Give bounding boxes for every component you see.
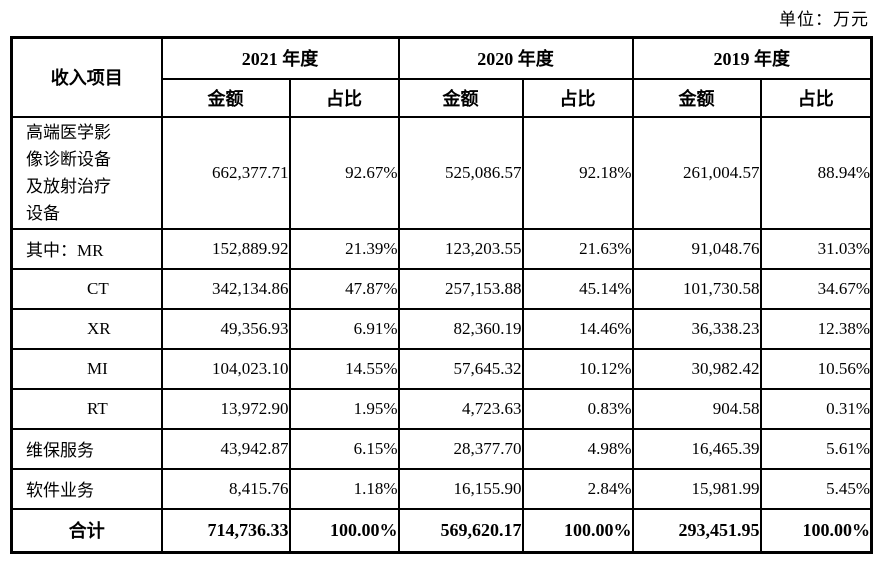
- share-cell: 1.18%: [288, 467, 400, 510]
- share-cell: 0.31%: [759, 387, 873, 430]
- amount-cell: 101,730.58: [631, 267, 762, 310]
- share-cell: 21.63%: [521, 227, 634, 270]
- share-cell: 47.87%: [288, 267, 400, 310]
- share-cell: 88.94%: [759, 115, 873, 230]
- amount-cell: 82,360.19: [397, 307, 524, 350]
- amount-cell: 4,723.63: [397, 387, 524, 430]
- share-cell: 34.67%: [759, 267, 873, 310]
- amount-cell: 104,023.10: [160, 347, 291, 390]
- year-header-2021: 2021 年度: [160, 36, 400, 80]
- unit-label: 单位：万元: [779, 10, 869, 29]
- share-cell: 10.56%: [759, 347, 873, 390]
- share-cell: 14.55%: [288, 347, 400, 390]
- year-header-2020: 2020 年度: [397, 36, 634, 80]
- row-label-text: 高端医学影像诊断设备及放射治疗设备: [26, 122, 111, 223]
- year-header-2019: 2019 年度: [631, 36, 873, 80]
- amount-cell: 49,356.93: [160, 307, 291, 350]
- table-row-maintenance: 维保服务 43,942.87 6.15% 28,377.70 4.98% 16,…: [10, 427, 873, 470]
- share-cell: 100.00%: [288, 507, 400, 554]
- amount-header-2021: 金额: [160, 77, 291, 118]
- share-header-2021: 占比: [288, 77, 400, 118]
- amount-cell: 342,134.86: [160, 267, 291, 310]
- table-row-equipment: 高端医学影像诊断设备及放射治疗设备 662,377.71 92.67% 525,…: [10, 115, 873, 230]
- share-cell: 100.00%: [759, 507, 873, 554]
- share-cell: 4.98%: [521, 427, 634, 470]
- table-row-mi: MI 104,023.10 14.55% 57,645.32 10.12% 30…: [10, 347, 873, 390]
- row-label: XR: [10, 307, 163, 350]
- year-header-row: 收入项目 2021 年度 2020 年度 2019 年度: [10, 36, 873, 118]
- share-header-2019: 占比: [759, 77, 873, 118]
- subheader-row: 金额 占比 金额 占比 金额 占比: [12, 77, 873, 118]
- table-row-software: 软件业务 8,415.76 1.18% 16,155.90 2.84% 15,9…: [10, 467, 873, 510]
- share-cell: 31.03%: [759, 227, 873, 270]
- amount-cell: 28,377.70: [397, 427, 524, 470]
- amount-cell: 123,203.55: [397, 227, 524, 270]
- amount-cell: 8,415.76: [160, 467, 291, 510]
- share-cell: 21.39%: [288, 227, 400, 270]
- share-cell: 100.00%: [521, 507, 634, 554]
- row-label: 维保服务: [10, 427, 163, 470]
- amount-cell: 91,048.76: [631, 227, 762, 270]
- row-label: 高端医学影像诊断设备及放射治疗设备: [10, 115, 163, 230]
- share-cell: 45.14%: [521, 267, 634, 310]
- amount-cell: 16,465.39: [631, 427, 762, 470]
- amount-cell: 525,086.57: [397, 115, 524, 230]
- table-row-mr: 其中：MR 152,889.92 21.39% 123,203.55 21.63…: [10, 227, 873, 270]
- amount-cell: 152,889.92: [160, 227, 291, 270]
- amount-cell: 257,153.88: [397, 267, 524, 310]
- share-cell: 0.83%: [521, 387, 634, 430]
- share-cell: 12.38%: [759, 307, 873, 350]
- amount-cell: 16,155.90: [397, 467, 524, 510]
- amount-cell: 36,338.23: [631, 307, 762, 350]
- row-label: CT: [10, 267, 163, 310]
- amount-header-2020: 金额: [397, 77, 524, 118]
- amount-cell: 569,620.17: [397, 507, 524, 554]
- amount-cell: 662,377.71: [160, 115, 291, 230]
- row-label: 其中：MR: [10, 227, 163, 270]
- share-header-2020: 占比: [521, 77, 634, 118]
- amount-header-2019: 金额: [631, 77, 762, 118]
- amount-cell: 57,645.32: [397, 347, 524, 390]
- amount-cell: 13,972.90: [160, 387, 291, 430]
- corner-header-revenue-item: 收入项目: [10, 36, 163, 118]
- table-row-total: 合计 714,736.33 100.00% 569,620.17 100.00%…: [10, 507, 873, 554]
- row-label: 软件业务: [10, 467, 163, 510]
- amount-cell: 30,982.42: [631, 347, 762, 390]
- amount-cell: 261,004.57: [631, 115, 762, 230]
- share-cell: 6.91%: [288, 307, 400, 350]
- amount-cell: 714,736.33: [160, 507, 291, 554]
- share-cell: 14.46%: [521, 307, 634, 350]
- amount-cell: 43,942.87: [160, 427, 291, 470]
- share-cell: 1.95%: [288, 387, 400, 430]
- share-cell: 92.18%: [521, 115, 634, 230]
- share-cell: 2.84%: [521, 467, 634, 510]
- row-label: RT: [10, 387, 163, 430]
- share-cell: 5.45%: [759, 467, 873, 510]
- table-row-ct: CT 342,134.86 47.87% 257,153.88 45.14% 1…: [10, 267, 873, 310]
- table-row-rt: RT 13,972.90 1.95% 4,723.63 0.83% 904.58…: [10, 387, 873, 430]
- share-cell: 92.67%: [288, 115, 400, 230]
- revenue-breakdown-table: 收入项目 2021 年度 2020 年度 2019 年度 金额 占比 金额 占比…: [10, 36, 873, 554]
- row-label: 合计: [10, 507, 163, 554]
- row-label: MI: [10, 347, 163, 390]
- table-row-xr: XR 49,356.93 6.91% 82,360.19 14.46% 36,3…: [10, 307, 873, 350]
- amount-cell: 15,981.99: [631, 467, 762, 510]
- share-cell: 6.15%: [288, 427, 400, 470]
- amount-cell: 293,451.95: [631, 507, 762, 554]
- share-cell: 10.12%: [521, 347, 634, 390]
- amount-cell: 904.58: [631, 387, 762, 430]
- share-cell: 5.61%: [759, 427, 873, 470]
